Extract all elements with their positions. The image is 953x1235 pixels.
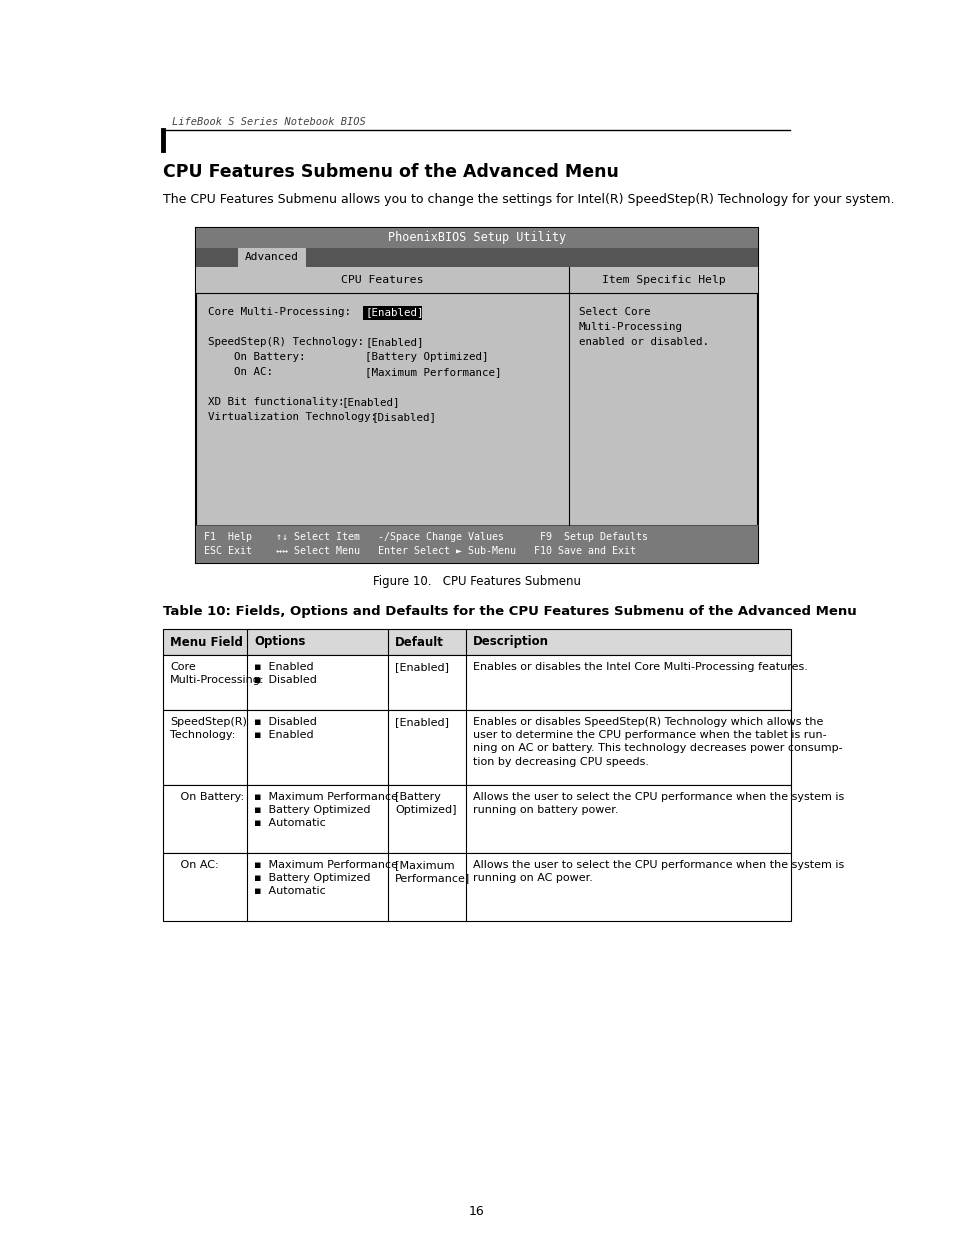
Bar — [163, 629, 790, 655]
Text: Virtualization Technology:: Virtualization Technology: — [208, 412, 376, 422]
Text: Table 10: Fields, Options and Defaults for the CPU Features Submenu of the Advan: Table 10: Fields, Options and Defaults f… — [163, 605, 856, 618]
Text: Allows the user to select the CPU performance when the system is
running on AC p: Allows the user to select the CPU perfor… — [473, 860, 843, 883]
Text: Enables or disables SpeedStep(R) Technology which allows the
user to determine t: Enables or disables SpeedStep(R) Technol… — [473, 718, 841, 767]
Bar — [163, 655, 790, 710]
Text: F1  Help    ↑↓ Select Item   -/Space Change Values      F9  Setup Defaults: F1 Help ↑↓ Select Item -/Space Change Va… — [204, 532, 647, 542]
Text: Advanced: Advanced — [245, 252, 298, 263]
Bar — [195, 228, 758, 563]
Text: Core
Multi-Processing:: Core Multi-Processing: — [170, 662, 264, 685]
Text: Core Multi-Processing:: Core Multi-Processing: — [208, 308, 351, 317]
Text: ▪  Enabled
▪  Disabled: ▪ Enabled ▪ Disabled — [253, 662, 316, 685]
Text: The CPU Features Submenu allows you to change the settings for Intel(R) SpeedSte: The CPU Features Submenu allows you to c… — [163, 193, 894, 206]
Text: XD Bit functionality:: XD Bit functionality: — [208, 396, 344, 408]
Text: [Enabled]: [Enabled] — [365, 308, 423, 317]
Text: Select Core: Select Core — [578, 308, 650, 317]
Bar — [163, 785, 790, 853]
Text: [Battery Optimized]: [Battery Optimized] — [365, 352, 488, 362]
Bar — [195, 267, 758, 293]
Text: [Enabled]: [Enabled] — [365, 337, 423, 347]
Text: SpeedStep(R)
Technology:: SpeedStep(R) Technology: — [170, 718, 247, 740]
Text: [Disabled]: [Disabled] — [371, 412, 436, 422]
Text: Description: Description — [473, 636, 548, 648]
Text: On Battery:: On Battery: — [170, 792, 244, 802]
Text: CPU Features: CPU Features — [341, 275, 423, 285]
Text: [Battery
Optimized]: [Battery Optimized] — [395, 792, 456, 815]
Text: [Maximum Performance]: [Maximum Performance] — [365, 367, 501, 377]
Text: ▪  Disabled
▪  Enabled: ▪ Disabled ▪ Enabled — [253, 718, 316, 740]
Text: enabled or disabled.: enabled or disabled. — [578, 337, 708, 347]
Text: Enables or disables the Intel Core Multi-Processing features.: Enables or disables the Intel Core Multi… — [473, 662, 807, 672]
Text: CPU Features Submenu of the Advanced Menu: CPU Features Submenu of the Advanced Men… — [163, 163, 618, 182]
Bar — [195, 248, 758, 267]
Text: [Enabled]: [Enabled] — [341, 396, 399, 408]
Text: [Maximum
Performance]: [Maximum Performance] — [395, 860, 470, 883]
Bar — [163, 710, 790, 785]
Text: Menu Field: Menu Field — [170, 636, 243, 648]
Bar — [237, 248, 306, 267]
Bar — [363, 306, 421, 320]
Bar — [163, 853, 790, 921]
Text: Item Specific Help: Item Specific Help — [601, 275, 724, 285]
Text: SpeedStep(R) Technology:: SpeedStep(R) Technology: — [208, 337, 364, 347]
Text: Default: Default — [395, 636, 443, 648]
Text: Options: Options — [253, 636, 305, 648]
Text: ESC Exit    ↔↔ Select Menu   Enter Select ► Sub-Menu   F10 Save and Exit: ESC Exit ↔↔ Select Menu Enter Select ► S… — [204, 546, 636, 556]
Bar — [195, 525, 758, 563]
Text: LifeBook S Series Notebook BIOS: LifeBook S Series Notebook BIOS — [172, 117, 365, 127]
Text: Allows the user to select the CPU performance when the system is
running on batt: Allows the user to select the CPU perfor… — [473, 792, 843, 815]
Text: On AC:: On AC: — [208, 367, 273, 377]
Text: On AC:: On AC: — [170, 860, 218, 869]
Text: On Battery:: On Battery: — [208, 352, 305, 362]
Text: 16: 16 — [469, 1205, 484, 1218]
Text: Figure 10.   CPU Features Submenu: Figure 10. CPU Features Submenu — [373, 576, 580, 588]
Text: Multi-Processing: Multi-Processing — [578, 322, 682, 332]
Text: [Enabled]: [Enabled] — [395, 662, 449, 672]
Text: ▪  Maximum Performance
▪  Battery Optimized
▪  Automatic: ▪ Maximum Performance ▪ Battery Optimize… — [253, 792, 397, 829]
Text: PhoenixBIOS Setup Utility: PhoenixBIOS Setup Utility — [388, 231, 565, 245]
Text: [Enabled]: [Enabled] — [395, 718, 449, 727]
Bar — [195, 228, 758, 248]
Text: ▪  Maximum Performance
▪  Battery Optimized
▪  Automatic: ▪ Maximum Performance ▪ Battery Optimize… — [253, 860, 397, 897]
